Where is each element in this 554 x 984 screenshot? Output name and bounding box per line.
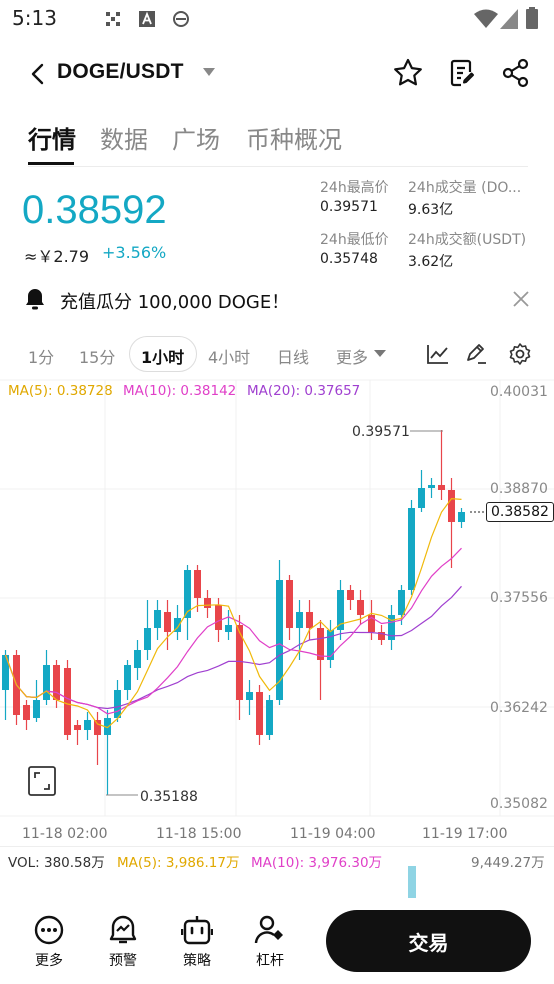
tab-square[interactable]: 广场 bbox=[172, 126, 220, 154]
vol-axis-max: 9,449.27万 bbox=[471, 855, 545, 871]
bell-icon bbox=[26, 289, 44, 310]
stat-low-value: 0.35748 bbox=[320, 251, 378, 267]
ma5-legend: MA(5): 0.38728 bbox=[8, 383, 113, 399]
more-dropdown-icon[interactable] bbox=[374, 350, 386, 358]
status-bar: 5:13 bbox=[0, 0, 554, 38]
app-a-icon bbox=[139, 11, 155, 27]
indicator-chart-icon[interactable] bbox=[426, 343, 450, 365]
browser-e-icon bbox=[173, 11, 189, 27]
nav-leverage-label: 杠杆 bbox=[256, 953, 284, 969]
stat-turnover-value: 3.62亿 bbox=[408, 254, 454, 270]
interval-1m[interactable]: 1分 bbox=[28, 348, 55, 367]
more-icon bbox=[34, 915, 64, 945]
volume-bar bbox=[408, 866, 416, 898]
notes-edit-icon[interactable] bbox=[446, 57, 478, 89]
draw-tool-icon[interactable] bbox=[464, 342, 488, 366]
stat-low-label: 24h最低价 bbox=[320, 232, 389, 248]
bottom-action-bar: 更多 预警 策略 杠杆 交易 bbox=[0, 898, 554, 984]
trade-button[interactable]: 交易 bbox=[326, 910, 531, 972]
x-tick-1: 11-18 15:00 bbox=[156, 826, 242, 842]
leverage-icon bbox=[254, 915, 283, 944]
price-change: +3.56% bbox=[102, 243, 167, 262]
promo-banner[interactable]: 充值瓜分 100,000 DOGE！ bbox=[0, 280, 554, 320]
candles bbox=[2, 430, 465, 795]
fullscreen-icon[interactable] bbox=[28, 766, 56, 796]
nav-leverage[interactable]: 杠杆 bbox=[240, 914, 300, 970]
y-tick-0: 0.40031 bbox=[490, 384, 548, 400]
ma20-line bbox=[4, 585, 462, 710]
close-icon[interactable] bbox=[513, 291, 529, 307]
stat-volume-label: 24h成交量 (DO... bbox=[408, 180, 522, 196]
selected-interval-pill bbox=[129, 336, 197, 372]
nav-strategy-label: 策略 bbox=[183, 953, 211, 969]
interval-1h[interactable]: 1小时 bbox=[141, 348, 185, 367]
volume-divider bbox=[0, 846, 554, 847]
interval-more[interactable]: 更多 bbox=[336, 348, 369, 367]
current-price-tag: 0.38582 bbox=[486, 502, 554, 522]
y-tick-3: 0.36242 bbox=[490, 700, 548, 716]
stat-high-value: 0.39571 bbox=[320, 199, 378, 215]
alert-icon bbox=[109, 915, 137, 944]
high-marker: 0.39571 bbox=[352, 424, 443, 440]
settings-gear-icon[interactable] bbox=[508, 342, 532, 366]
back-arrow-icon[interactable] bbox=[28, 63, 48, 85]
x-tick-3: 11-19 17:00 bbox=[422, 826, 508, 842]
nav-alert-label: 预警 bbox=[109, 953, 137, 969]
nav-strategy[interactable]: 策略 bbox=[167, 914, 227, 970]
favorite-star-icon[interactable] bbox=[392, 57, 424, 89]
pair-dropdown-icon[interactable] bbox=[202, 67, 216, 77]
candlestick-chart[interactable]: 0.39571 0.35188 bbox=[0, 378, 554, 828]
y-tick-1: 0.38870 bbox=[490, 481, 548, 497]
active-tab-indicator bbox=[28, 162, 74, 165]
nav-more-label: 更多 bbox=[35, 953, 63, 969]
battery-icon bbox=[526, 7, 538, 29]
tab-market[interactable]: 行情 bbox=[28, 126, 76, 154]
nav-more[interactable]: 更多 bbox=[19, 914, 79, 970]
low-marker: 0.35188 bbox=[106, 789, 198, 805]
section-tabs: 行情 数据 广场 币种概况 bbox=[28, 118, 528, 168]
tabs-divider bbox=[28, 166, 528, 167]
cny-price: ≈￥2.79 bbox=[24, 247, 90, 266]
stat-high-label: 24h最高价 bbox=[320, 180, 389, 196]
wifi-icon bbox=[474, 9, 498, 28]
share-icon[interactable] bbox=[500, 57, 532, 89]
chart-grid bbox=[0, 379, 554, 817]
status-time: 5:13 bbox=[12, 6, 57, 30]
nav-alert[interactable]: 预警 bbox=[93, 914, 153, 970]
y-tick-2: 0.37556 bbox=[490, 590, 548, 606]
signal-icon bbox=[500, 9, 518, 29]
tab-data[interactable]: 数据 bbox=[100, 126, 148, 154]
ma20-legend: MA(20): 0.37657 bbox=[247, 383, 361, 399]
stat-volume-value: 9.63亿 bbox=[408, 202, 454, 218]
high-marker-label: 0.39571 bbox=[352, 424, 410, 440]
x-tick-2: 11-19 04:00 bbox=[290, 826, 376, 842]
x-tick-0: 11-18 02:00 bbox=[22, 826, 108, 842]
pair-header: DOGE/USDT bbox=[0, 52, 554, 96]
interval-4h[interactable]: 4小时 bbox=[208, 348, 251, 367]
bot-icon bbox=[181, 916, 213, 945]
interval-daily[interactable]: 日线 bbox=[277, 348, 310, 367]
last-price: 0.38592 bbox=[22, 188, 167, 232]
ma5-line bbox=[4, 497, 462, 729]
low-marker-label: 0.35188 bbox=[140, 789, 198, 805]
tab-coin-overview[interactable]: 币种概况 bbox=[246, 126, 342, 154]
app-notification-icon bbox=[106, 12, 120, 26]
pair-title[interactable]: DOGE/USDT bbox=[57, 60, 184, 83]
vol-legend: VOL: 380.58万 bbox=[8, 855, 105, 871]
interval-15m[interactable]: 15分 bbox=[79, 348, 116, 367]
vol-ma10-legend: MA(10): 3,976.30万 bbox=[251, 855, 383, 871]
ma10-legend: MA(10): 0.38142 bbox=[123, 383, 237, 399]
stat-turnover-label: 24h成交额(USDT) bbox=[408, 232, 527, 248]
vol-ma5-legend: MA(5): 3,986.17万 bbox=[117, 855, 240, 871]
y-tick-4: 0.35082 bbox=[490, 796, 548, 812]
banner-text: 充值瓜分 100,000 DOGE！ bbox=[60, 292, 290, 313]
